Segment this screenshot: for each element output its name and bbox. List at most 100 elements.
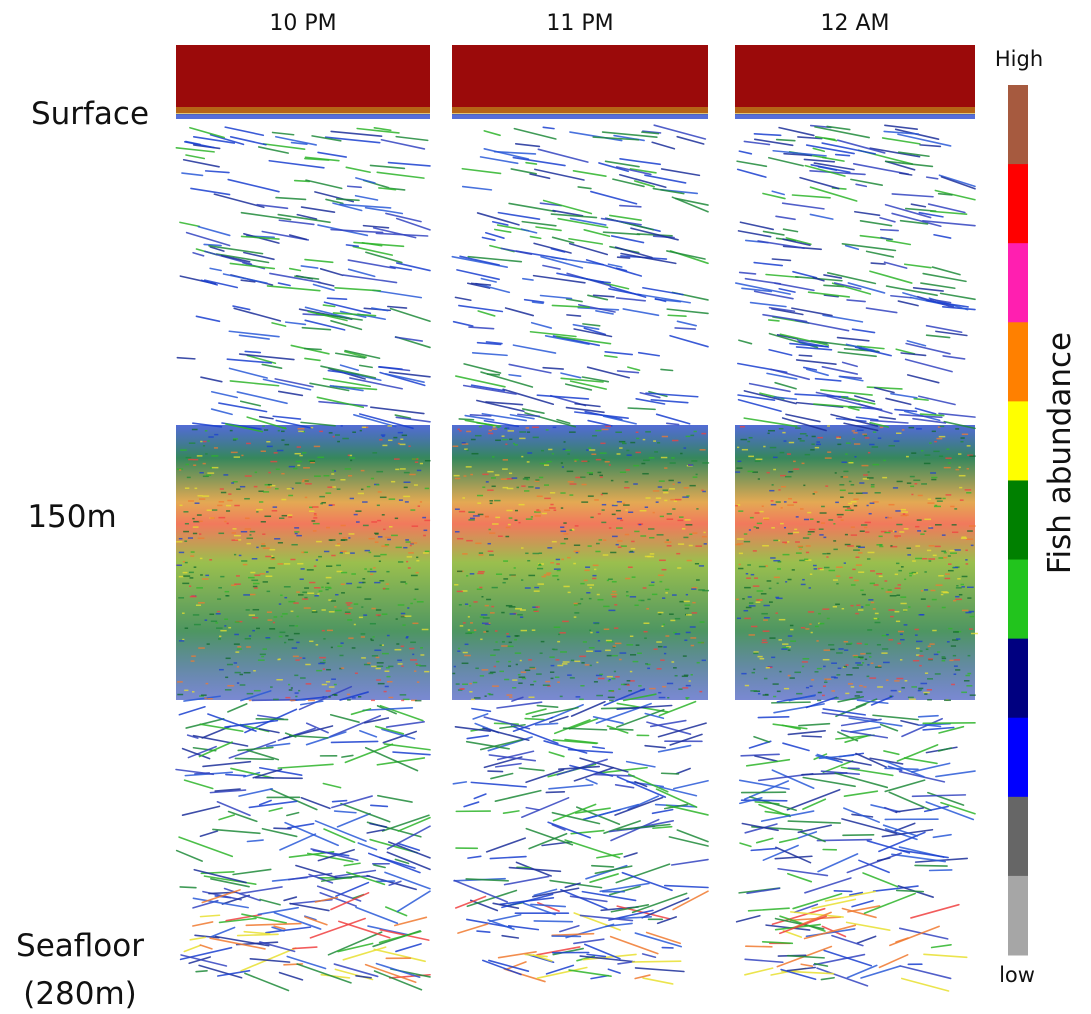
echo-streak xyxy=(538,149,588,162)
echo-speckle xyxy=(930,472,936,474)
echo-speckle xyxy=(842,608,844,610)
echo-streak xyxy=(766,274,798,277)
echo-speckle xyxy=(867,664,869,666)
echo-speckle xyxy=(909,427,915,429)
echo-speckle xyxy=(804,559,808,561)
echo-streak xyxy=(803,799,825,809)
echo-speckle xyxy=(949,660,953,662)
echo-speckle xyxy=(809,587,811,589)
echo-streak xyxy=(204,244,221,245)
echo-speckle xyxy=(609,700,614,702)
echo-speckle xyxy=(682,676,688,678)
echo-speckle xyxy=(656,497,661,499)
echo-streak xyxy=(463,187,492,190)
echo-speckle xyxy=(385,537,391,539)
echo-speckle xyxy=(740,426,745,428)
echo-speckle xyxy=(864,435,867,437)
echo-streak xyxy=(482,237,494,240)
echo-speckle xyxy=(310,460,316,462)
echo-speckle xyxy=(928,658,933,660)
echo-speckle xyxy=(958,467,960,469)
echo-streak xyxy=(331,715,359,722)
echo-speckle xyxy=(758,693,761,695)
echo-speckle xyxy=(352,647,356,649)
echo-streak xyxy=(397,263,430,271)
echo-speckle xyxy=(414,670,416,672)
echo-speckle xyxy=(634,531,639,533)
echo-speckle xyxy=(347,619,352,621)
echo-speckle xyxy=(295,533,298,535)
echo-speckle xyxy=(266,571,269,573)
echo-streak xyxy=(473,714,487,719)
echo-speckle xyxy=(925,672,928,674)
echo-speckle xyxy=(248,577,255,579)
echo-speckle xyxy=(191,660,195,662)
echo-speckle xyxy=(247,543,251,545)
echo-speckle xyxy=(468,629,470,631)
echo-speckle xyxy=(820,569,824,571)
echo-speckle xyxy=(573,563,576,565)
echo-streak xyxy=(757,838,773,842)
echo-speckle xyxy=(486,599,491,601)
echo-speckle xyxy=(207,643,210,645)
echo-speckle xyxy=(879,576,883,578)
echo-speckle xyxy=(532,629,536,631)
echo-speckle xyxy=(225,689,232,691)
echo-speckle xyxy=(696,508,698,510)
echo-speckle xyxy=(416,557,418,559)
echo-speckle xyxy=(970,694,976,696)
echo-streak xyxy=(935,190,975,199)
echo-speckle xyxy=(592,435,597,437)
depth-label: 150m xyxy=(27,499,116,535)
echo-speckle xyxy=(455,508,460,510)
echo-streak xyxy=(897,890,924,891)
echo-speckle xyxy=(658,646,663,648)
echo-speckle xyxy=(521,579,523,581)
echo-speckle xyxy=(692,532,697,534)
echo-speckle xyxy=(199,498,205,500)
echo-speckle xyxy=(611,594,618,596)
echo-speckle xyxy=(561,531,567,533)
echo-speckle xyxy=(214,434,218,436)
echo-streak xyxy=(468,856,481,858)
echo-streak xyxy=(784,229,798,231)
echo-speckle xyxy=(744,541,750,543)
echo-speckle xyxy=(227,664,233,666)
echo-speckle xyxy=(862,662,864,664)
echo-speckle xyxy=(234,643,240,645)
echo-speckle xyxy=(405,501,409,503)
echo-streak xyxy=(775,383,796,389)
echo-speckle xyxy=(757,590,764,592)
echo-speckle xyxy=(852,430,855,432)
echo-speckle xyxy=(886,679,889,681)
echo-speckle xyxy=(915,634,918,636)
echo-speckle xyxy=(872,446,878,448)
echo-speckle xyxy=(764,519,769,521)
echo-speckle xyxy=(524,490,529,492)
echo-speckle xyxy=(865,644,868,646)
echo-streak xyxy=(787,967,815,970)
echo-speckle xyxy=(587,472,593,474)
echo-speckle xyxy=(256,511,258,512)
echo-speckle xyxy=(322,684,327,686)
surface-edge xyxy=(176,107,430,115)
echo-speckle xyxy=(928,646,931,648)
echo-speckle xyxy=(869,513,872,515)
echo-speckle xyxy=(404,472,410,474)
echo-speckle xyxy=(224,521,226,523)
echo-streak xyxy=(828,273,876,284)
echo-streak xyxy=(863,873,898,887)
echo-speckle xyxy=(673,632,676,634)
echo-speckle xyxy=(657,534,664,536)
echo-speckle xyxy=(294,675,298,677)
echo-speckle xyxy=(934,506,941,508)
echo-streak xyxy=(457,270,499,279)
echo-speckle xyxy=(683,655,687,657)
echo-speckle xyxy=(464,655,471,657)
echo-speckle xyxy=(836,566,843,568)
echo-streak xyxy=(924,954,967,957)
echo-streak xyxy=(323,305,334,306)
echo-speckle xyxy=(456,683,460,685)
echo-speckle xyxy=(462,497,465,499)
echo-speckle xyxy=(193,526,199,528)
